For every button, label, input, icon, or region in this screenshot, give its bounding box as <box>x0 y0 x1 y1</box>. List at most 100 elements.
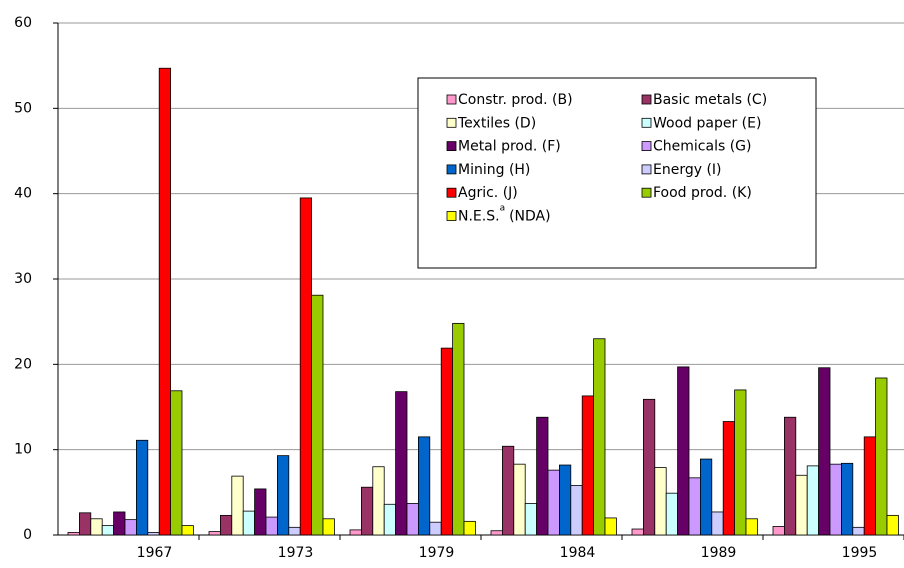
y-tick-label: 50 <box>14 100 32 116</box>
legend-box <box>417 77 817 269</box>
bar <box>311 294 324 536</box>
bar <box>547 469 560 536</box>
bar <box>734 389 747 536</box>
y-tick-label: 60 <box>14 15 32 31</box>
bar <box>795 474 808 536</box>
bar <box>536 416 549 536</box>
x-tick-label: 1989 <box>701 545 737 561</box>
bar <box>170 390 183 536</box>
legend-swatch <box>446 94 457 105</box>
legend-label: Food prod. (K) <box>653 185 752 201</box>
bar <box>570 485 583 536</box>
bar <box>147 532 160 536</box>
bar <box>254 488 267 536</box>
legend-swatch <box>446 164 457 175</box>
bar <box>67 532 80 536</box>
legend-swatch <box>446 187 457 198</box>
bar <box>604 517 617 536</box>
x-tick-label: 1984 <box>560 545 596 561</box>
bar <box>784 416 797 536</box>
bar <box>700 458 713 536</box>
bar <box>113 511 126 536</box>
bar <box>181 525 194 536</box>
bar <box>654 467 667 536</box>
bar <box>383 503 397 536</box>
x-tick-label: 1967 <box>137 545 173 561</box>
y-tick-label: 20 <box>14 356 32 372</box>
bar <box>395 391 408 536</box>
legend-swatch <box>446 211 457 221</box>
legend-swatch <box>641 117 652 128</box>
bar <box>631 528 644 536</box>
bar <box>863 436 877 536</box>
bar <box>559 464 572 536</box>
legend-label-part: N.E.S. <box>458 209 500 225</box>
legend-label-part: (NDA) <box>509 209 551 225</box>
legend-swatch <box>446 117 457 128</box>
legend-label: Metal prod. (F) <box>458 139 561 155</box>
legend-label: Chemicals (G) <box>653 139 751 155</box>
bar <box>101 525 114 536</box>
bar <box>818 367 831 536</box>
bar <box>852 526 865 536</box>
legend-label: Mining (H) <box>458 162 530 178</box>
bar <box>677 366 690 536</box>
bar <box>158 67 171 536</box>
bar <box>349 529 362 536</box>
bar <box>360 486 374 536</box>
legend-label: Agric. (J) <box>458 185 518 201</box>
bar <box>711 511 724 536</box>
bar <box>841 462 854 536</box>
bar <box>593 338 606 536</box>
bar <box>322 518 335 536</box>
bar <box>135 439 149 536</box>
bar <box>722 421 736 536</box>
bar <box>276 455 290 536</box>
bar <box>665 492 679 536</box>
bar <box>299 197 313 536</box>
legend-label: N.E.S.a(NDA) <box>458 203 551 225</box>
bar <box>829 463 842 536</box>
legend-label: Basic metals (C) <box>653 92 767 108</box>
bar <box>219 514 233 536</box>
bar <box>208 531 221 536</box>
bar <box>886 514 899 536</box>
legend-swatch <box>641 187 652 198</box>
bar <box>463 520 476 536</box>
legend-label: Constr. prod. (B) <box>458 92 573 108</box>
y-tick-label: 30 <box>14 271 32 287</box>
y-tick-label: 10 <box>14 442 32 458</box>
bar <box>429 521 442 536</box>
legend-swatch <box>641 164 652 175</box>
bar <box>806 465 820 536</box>
bar <box>288 526 301 536</box>
y-tick-label: 40 <box>14 186 32 202</box>
bar <box>406 503 419 536</box>
legend-swatch <box>641 141 652 152</box>
bar <box>875 377 888 536</box>
y-tick-label: 0 <box>23 527 32 543</box>
bar <box>417 436 431 536</box>
legend-swatch <box>641 94 652 105</box>
bar <box>90 518 103 536</box>
x-tick-label: 1973 <box>278 545 314 561</box>
bar <box>231 475 244 536</box>
bar <box>452 322 465 536</box>
bar <box>524 503 538 536</box>
legend-label: Textiles (D) <box>457 115 536 131</box>
bar <box>265 516 278 536</box>
legend-label: Energy (I) <box>653 162 722 178</box>
bar <box>513 463 526 536</box>
legend-swatch <box>446 141 457 152</box>
legend-label: Wood paper (E) <box>653 115 761 131</box>
bar <box>440 347 454 536</box>
x-tick-label: 1979 <box>419 545 455 561</box>
bar <box>372 466 385 536</box>
bar <box>643 398 656 536</box>
x-tick-label: 1995 <box>842 545 878 561</box>
bar <box>772 526 785 536</box>
bar <box>79 512 92 536</box>
bar <box>745 518 758 536</box>
bar <box>581 395 595 536</box>
